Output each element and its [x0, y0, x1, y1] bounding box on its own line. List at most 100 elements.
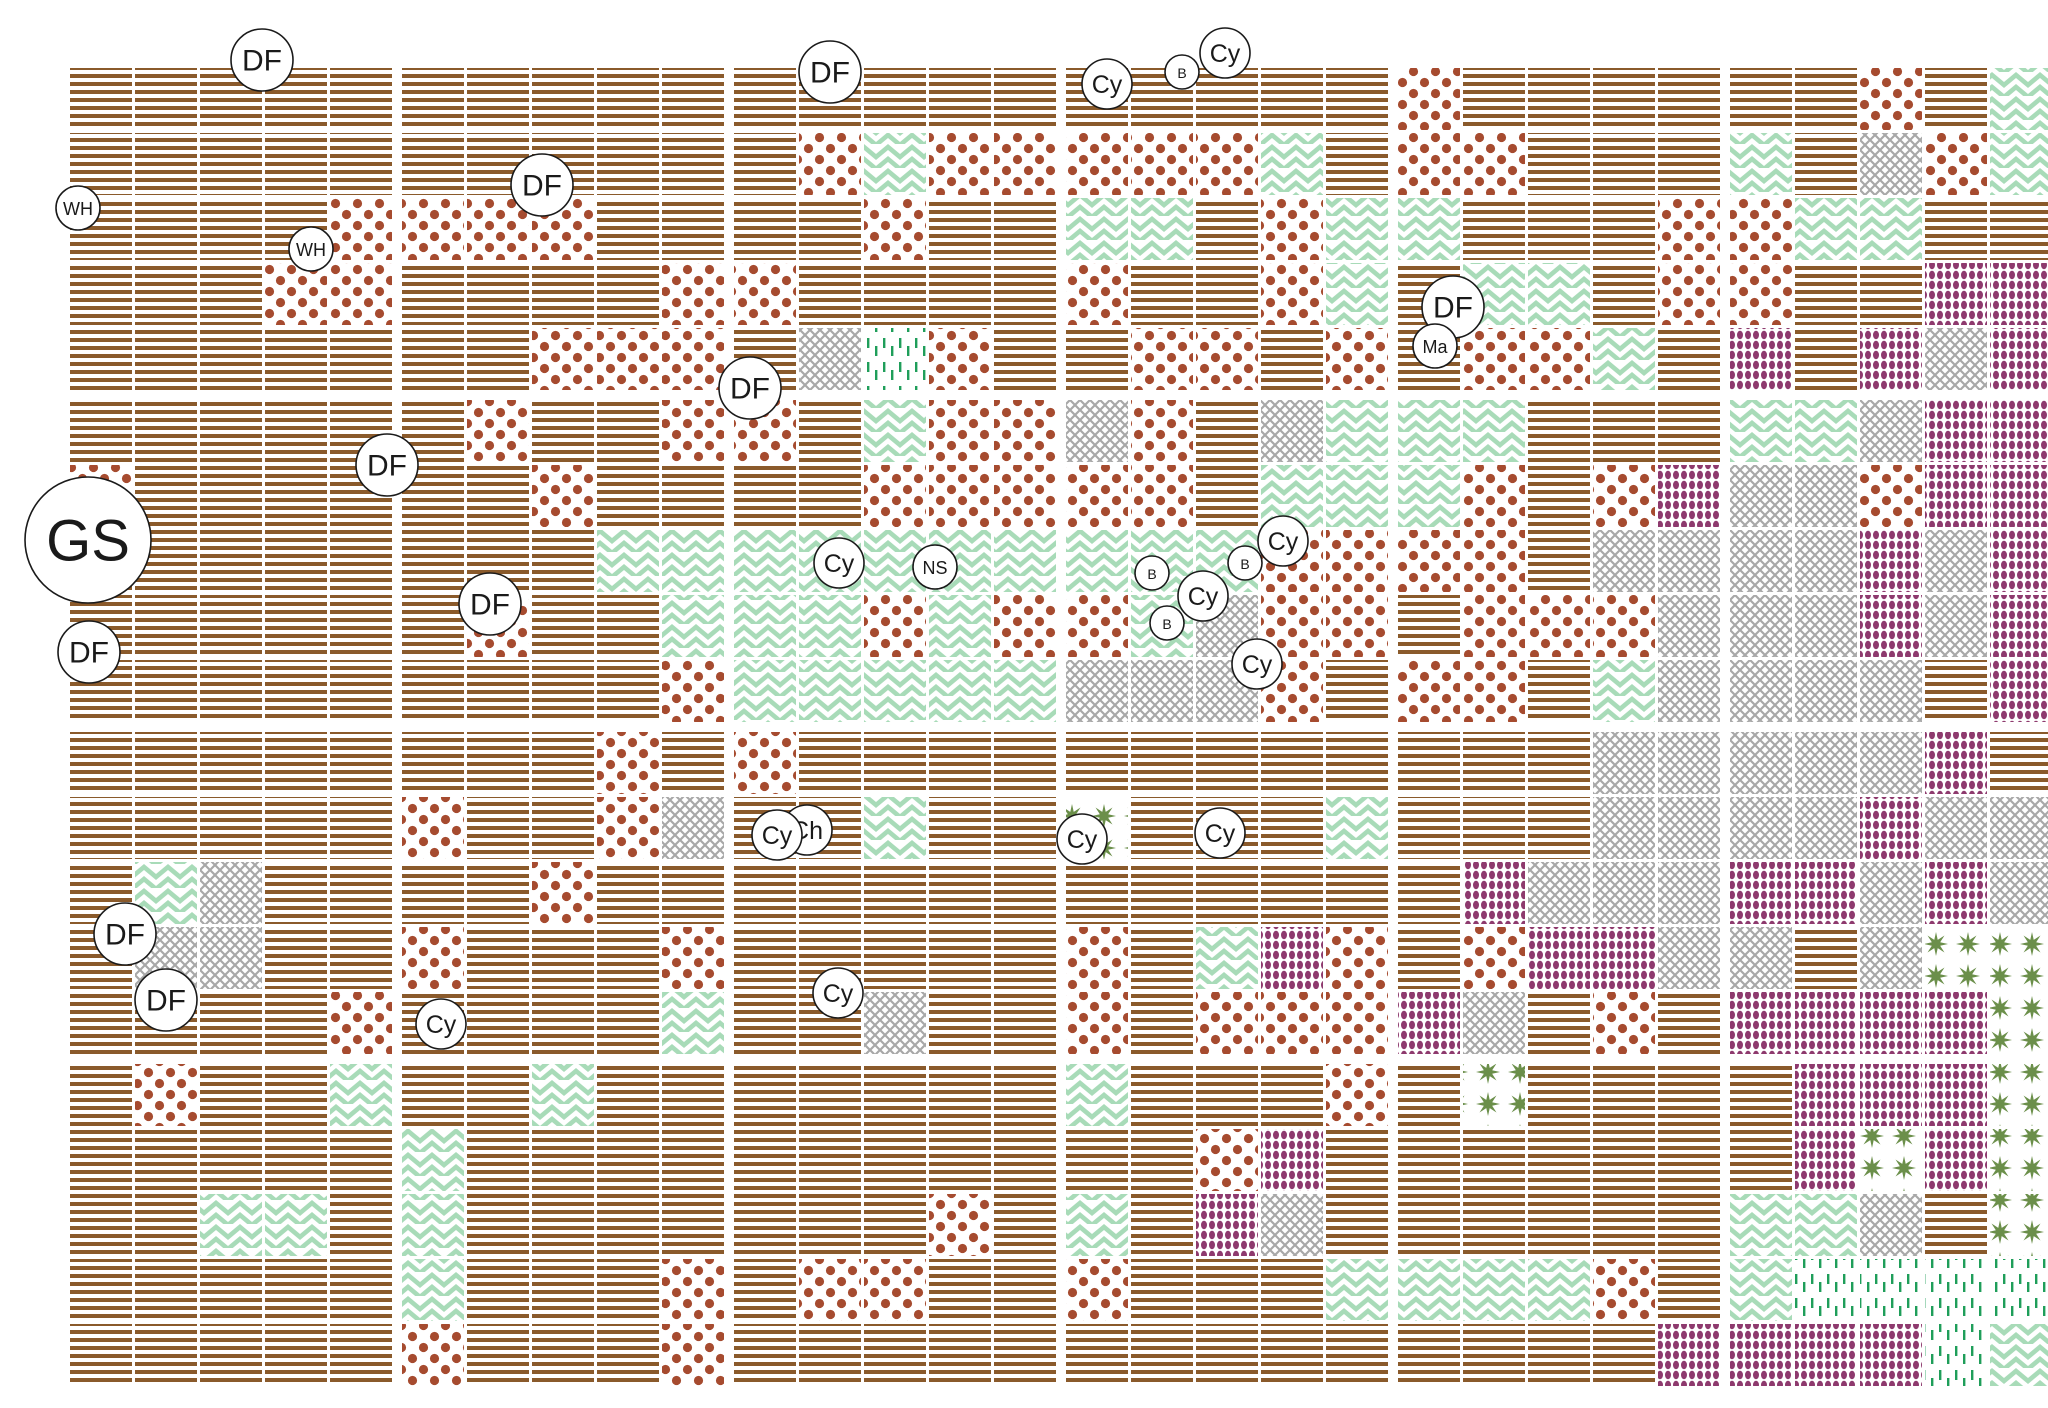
block-cell-lines [1326, 862, 1388, 924]
block-cell-lines [135, 263, 197, 325]
map-label-cy: Cy [812, 967, 864, 1019]
block-cell-chevron [1326, 263, 1388, 325]
block-cell-lines [265, 797, 327, 859]
block-cell-lines [597, 660, 659, 722]
map-label-df: DF [718, 356, 782, 420]
block-cell-lines [200, 400, 262, 462]
block-cell-lines [662, 68, 724, 130]
block-cell-lines [402, 328, 464, 390]
block-cell-green-dashes [1860, 1259, 1922, 1321]
block-cell-lines [467, 732, 529, 794]
block-cell-dots [662, 263, 724, 325]
block-cell-lines [200, 660, 262, 722]
block-cell-stars [1990, 1129, 2048, 1191]
block-cell-dots [402, 927, 464, 989]
block-cell-chevron [1528, 263, 1590, 325]
block-cell-lines [1593, 133, 1655, 195]
block-cell-crosshatch [1658, 797, 1720, 859]
block-cell-lines [1463, 797, 1525, 859]
block-cell-lines [330, 1259, 392, 1321]
block-cell-lines [1593, 68, 1655, 130]
map-label-b: B [1149, 605, 1185, 641]
block-cell-lines [1196, 862, 1258, 924]
block-cell-lines [1658, 1129, 1720, 1191]
block-cell-lines [532, 797, 594, 859]
block-cell-lines [532, 1129, 594, 1191]
block-cell-lines [200, 530, 262, 592]
block-cell-lines [135, 797, 197, 859]
block-cell-lines [1925, 660, 1987, 722]
map-label-df: DF [510, 153, 574, 217]
block-cell-lines [1261, 862, 1323, 924]
block-cell-lines [994, 1064, 1056, 1126]
block-cell-lines [662, 198, 724, 260]
block-cell-lines [70, 400, 132, 462]
block-cell-chevron [1066, 1194, 1128, 1256]
block-cell-lines [330, 862, 392, 924]
block-cell-lines [1131, 1064, 1193, 1126]
label-circle [718, 356, 782, 420]
block-cell-lines [70, 1324, 132, 1386]
block-cell-lines [734, 1129, 796, 1191]
block-cell-lines [1066, 328, 1128, 390]
block-cell-lines [200, 1064, 262, 1126]
block-cell-chevron [402, 1129, 464, 1191]
block-cell-lines [994, 732, 1056, 794]
block-cell-purple-beads [1658, 465, 1720, 527]
label-text: Cy [1242, 651, 1273, 679]
block-cell-lines [532, 595, 594, 657]
block-cell-lines [994, 992, 1056, 1054]
block-cell-lines [799, 400, 861, 462]
block-cell-crosshatch [200, 927, 262, 989]
block-cell-chevron [662, 530, 724, 592]
label-circle [1081, 58, 1133, 110]
block-cell-crosshatch [1730, 595, 1792, 657]
block-cell-lines [135, 198, 197, 260]
block-cell-crosshatch [1860, 1194, 1922, 1256]
block-cell-stars [1990, 927, 2048, 989]
block-cell-dots [662, 927, 724, 989]
block-cell-purple-beads [1860, 992, 1922, 1054]
block-cell-lines [799, 465, 861, 527]
block-cell-dots [929, 1194, 991, 1256]
map-label-cy: Cy [415, 998, 467, 1050]
block-cell-lines [1066, 732, 1128, 794]
block-cell-crosshatch [1593, 530, 1655, 592]
block-cell-lines [994, 927, 1056, 989]
block-cell-dots [929, 465, 991, 527]
block-cell-chevron [1795, 1194, 1857, 1256]
block-cell-chevron [1730, 400, 1792, 462]
block-cell-purple-beads [1730, 992, 1792, 1054]
block-cell-lines [1528, 68, 1590, 130]
block-cell-lines [929, 927, 991, 989]
block-cell-purple-beads [1860, 797, 1922, 859]
block-cell-crosshatch [1658, 862, 1720, 924]
map-label-wh: WH [55, 185, 101, 231]
block-cell-dots [1593, 465, 1655, 527]
block-cell-crosshatch [1131, 660, 1193, 722]
block-cell-dots [1593, 992, 1655, 1054]
block-cell-lines [200, 1324, 262, 1386]
block-cell-chevron [1398, 198, 1460, 260]
block-cell-purple-beads [1925, 992, 1987, 1054]
label-text: DF [242, 45, 282, 78]
block-cell-chevron [994, 530, 1056, 592]
label-circle [1412, 323, 1458, 369]
block-cell-crosshatch [1795, 530, 1857, 592]
block-cell-chevron [662, 595, 724, 657]
block-cell-lines [1593, 1064, 1655, 1126]
block-cell-dots [467, 400, 529, 462]
block-cell-chevron [662, 992, 724, 1054]
block-cell-lines [994, 198, 1056, 260]
block-cell-lines [1593, 1194, 1655, 1256]
block-cell-stars [1463, 1064, 1525, 1126]
block-cell-lines [200, 1129, 262, 1191]
block-cell-lines [1398, 595, 1460, 657]
block-cell-lines [1528, 530, 1590, 592]
block-cell-crosshatch [864, 992, 926, 1054]
block-cell-chevron [1261, 133, 1323, 195]
block-cell-dots [1463, 595, 1525, 657]
block-cell-lines [1463, 1324, 1525, 1386]
block-cell-crosshatch [1730, 927, 1792, 989]
block-cell-lines [1528, 198, 1590, 260]
